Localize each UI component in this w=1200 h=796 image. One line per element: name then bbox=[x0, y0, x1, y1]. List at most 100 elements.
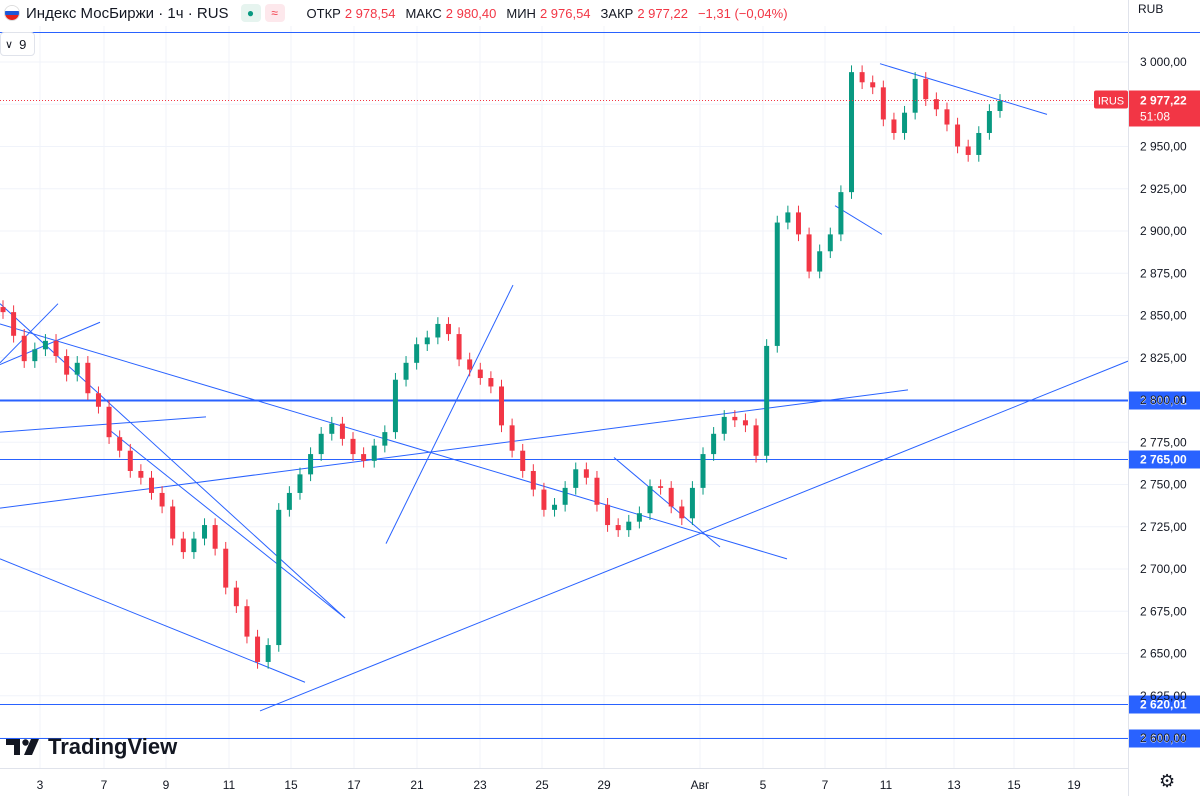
candle bbox=[445, 317, 451, 341]
candle bbox=[817, 244, 823, 279]
candle-body bbox=[668, 487, 674, 507]
candle bbox=[477, 362, 483, 385]
level-label-bg bbox=[1129, 391, 1200, 410]
candle-body bbox=[148, 477, 154, 493]
y-tick-label: 2 675,00 bbox=[1140, 604, 1187, 618]
candle bbox=[308, 447, 314, 482]
candle-body bbox=[392, 379, 398, 433]
candle-body bbox=[138, 470, 144, 478]
candle bbox=[838, 185, 844, 242]
currency-button[interactable]: RUB bbox=[1138, 2, 1164, 16]
candle bbox=[127, 443, 133, 478]
candle bbox=[53, 334, 59, 363]
candle-body bbox=[530, 470, 536, 490]
candle-body bbox=[849, 72, 855, 193]
candle bbox=[689, 481, 695, 526]
price-tag-value: 2 977,22 bbox=[1140, 93, 1187, 107]
candle bbox=[361, 447, 367, 468]
level-label: 2 800,01 bbox=[1140, 394, 1187, 408]
chart-grid bbox=[0, 26, 1128, 768]
candle bbox=[902, 105, 908, 140]
candle bbox=[732, 410, 738, 428]
x-tick-label: 9 bbox=[163, 778, 170, 792]
candle bbox=[297, 467, 303, 500]
candle-body bbox=[233, 587, 239, 607]
candle bbox=[944, 102, 950, 132]
candle-body bbox=[626, 521, 632, 531]
candle-body bbox=[721, 416, 727, 434]
candle bbox=[795, 205, 801, 242]
candle-body bbox=[106, 406, 112, 438]
candle-body bbox=[923, 78, 929, 100]
candle-body bbox=[583, 469, 589, 478]
candle-body bbox=[127, 450, 133, 471]
symbol-title[interactable]: Индекс МосБиржи · 1ч · RUS bbox=[26, 4, 229, 22]
candle-body bbox=[435, 323, 441, 338]
candle-body bbox=[64, 356, 70, 375]
candle-body bbox=[955, 124, 961, 147]
candle bbox=[339, 416, 345, 446]
candle bbox=[753, 418, 759, 463]
y-tick-label: 2 625,00 bbox=[1140, 689, 1187, 703]
candle bbox=[668, 481, 674, 514]
symbol-tag-label: IRUS bbox=[1098, 95, 1124, 107]
y-tick-label: 2 750,00 bbox=[1140, 478, 1187, 492]
market-status-icon[interactable]: ● bbox=[240, 4, 261, 22]
candle bbox=[594, 470, 600, 512]
candle bbox=[742, 413, 748, 433]
trendline bbox=[0, 321, 101, 365]
candle-body bbox=[764, 345, 770, 456]
candle-body bbox=[795, 212, 801, 235]
level-label-bg bbox=[1129, 450, 1200, 469]
candle-body bbox=[329, 423, 335, 434]
x-tick-label: 23 bbox=[473, 778, 487, 792]
candle-body bbox=[424, 337, 430, 345]
candle-body bbox=[159, 492, 165, 507]
change-value: −1,31 (−0,04%) bbox=[697, 5, 788, 21]
indicator-toggle[interactable]: ∨ 9 bbox=[0, 32, 36, 56]
candle bbox=[180, 531, 186, 559]
candle bbox=[392, 372, 398, 439]
candle-body bbox=[286, 492, 292, 510]
tradingview-logo[interactable]: TradingView bbox=[6, 734, 177, 760]
candle-body bbox=[944, 109, 950, 125]
candle bbox=[21, 329, 27, 368]
chevron-down-icon[interactable]: ∨ bbox=[5, 38, 14, 51]
candle bbox=[499, 379, 504, 433]
candle bbox=[170, 499, 176, 546]
low-value: 2 976,54 bbox=[539, 5, 591, 21]
y-tick-label: 3 000,00 bbox=[1140, 55, 1187, 69]
candle-body bbox=[499, 386, 504, 426]
candle-body bbox=[318, 433, 324, 455]
candle bbox=[583, 462, 589, 485]
candle bbox=[997, 94, 1003, 118]
candle-body bbox=[891, 119, 897, 133]
candle-body bbox=[541, 489, 547, 510]
candle bbox=[700, 447, 706, 495]
candle-body bbox=[658, 486, 664, 488]
candle bbox=[42, 334, 48, 357]
candle-body bbox=[21, 335, 27, 362]
candle bbox=[244, 599, 250, 644]
candle bbox=[265, 638, 271, 669]
trendline bbox=[0, 303, 59, 364]
chart-header: Индекс МосБиржи · 1ч · RUS ● ≈ ОТКР 2 97… bbox=[0, 0, 1128, 26]
candle bbox=[11, 305, 17, 343]
candle-body bbox=[509, 425, 515, 451]
trendline bbox=[0, 416, 207, 433]
candle bbox=[562, 481, 568, 512]
trendline bbox=[259, 360, 1129, 712]
close-value: 2 977,22 bbox=[637, 5, 688, 21]
open-value: 2 978,54 bbox=[344, 5, 396, 21]
time-axis: 3 7 9 11 15 17 21 23 25 29 Авг 5 7 11 13 15 19 bbox=[37, 778, 1081, 792]
indicator-count: 9 bbox=[19, 36, 27, 52]
candles bbox=[0, 65, 1003, 669]
candle bbox=[382, 425, 388, 453]
x-tick-label: 15 bbox=[284, 778, 298, 792]
trendline bbox=[0, 323, 788, 560]
settings-icon[interactable]: ⚙ bbox=[1159, 771, 1176, 791]
candle-body bbox=[902, 112, 908, 133]
delayed-data-icon[interactable]: ≈ bbox=[264, 4, 285, 22]
candle bbox=[933, 92, 939, 117]
